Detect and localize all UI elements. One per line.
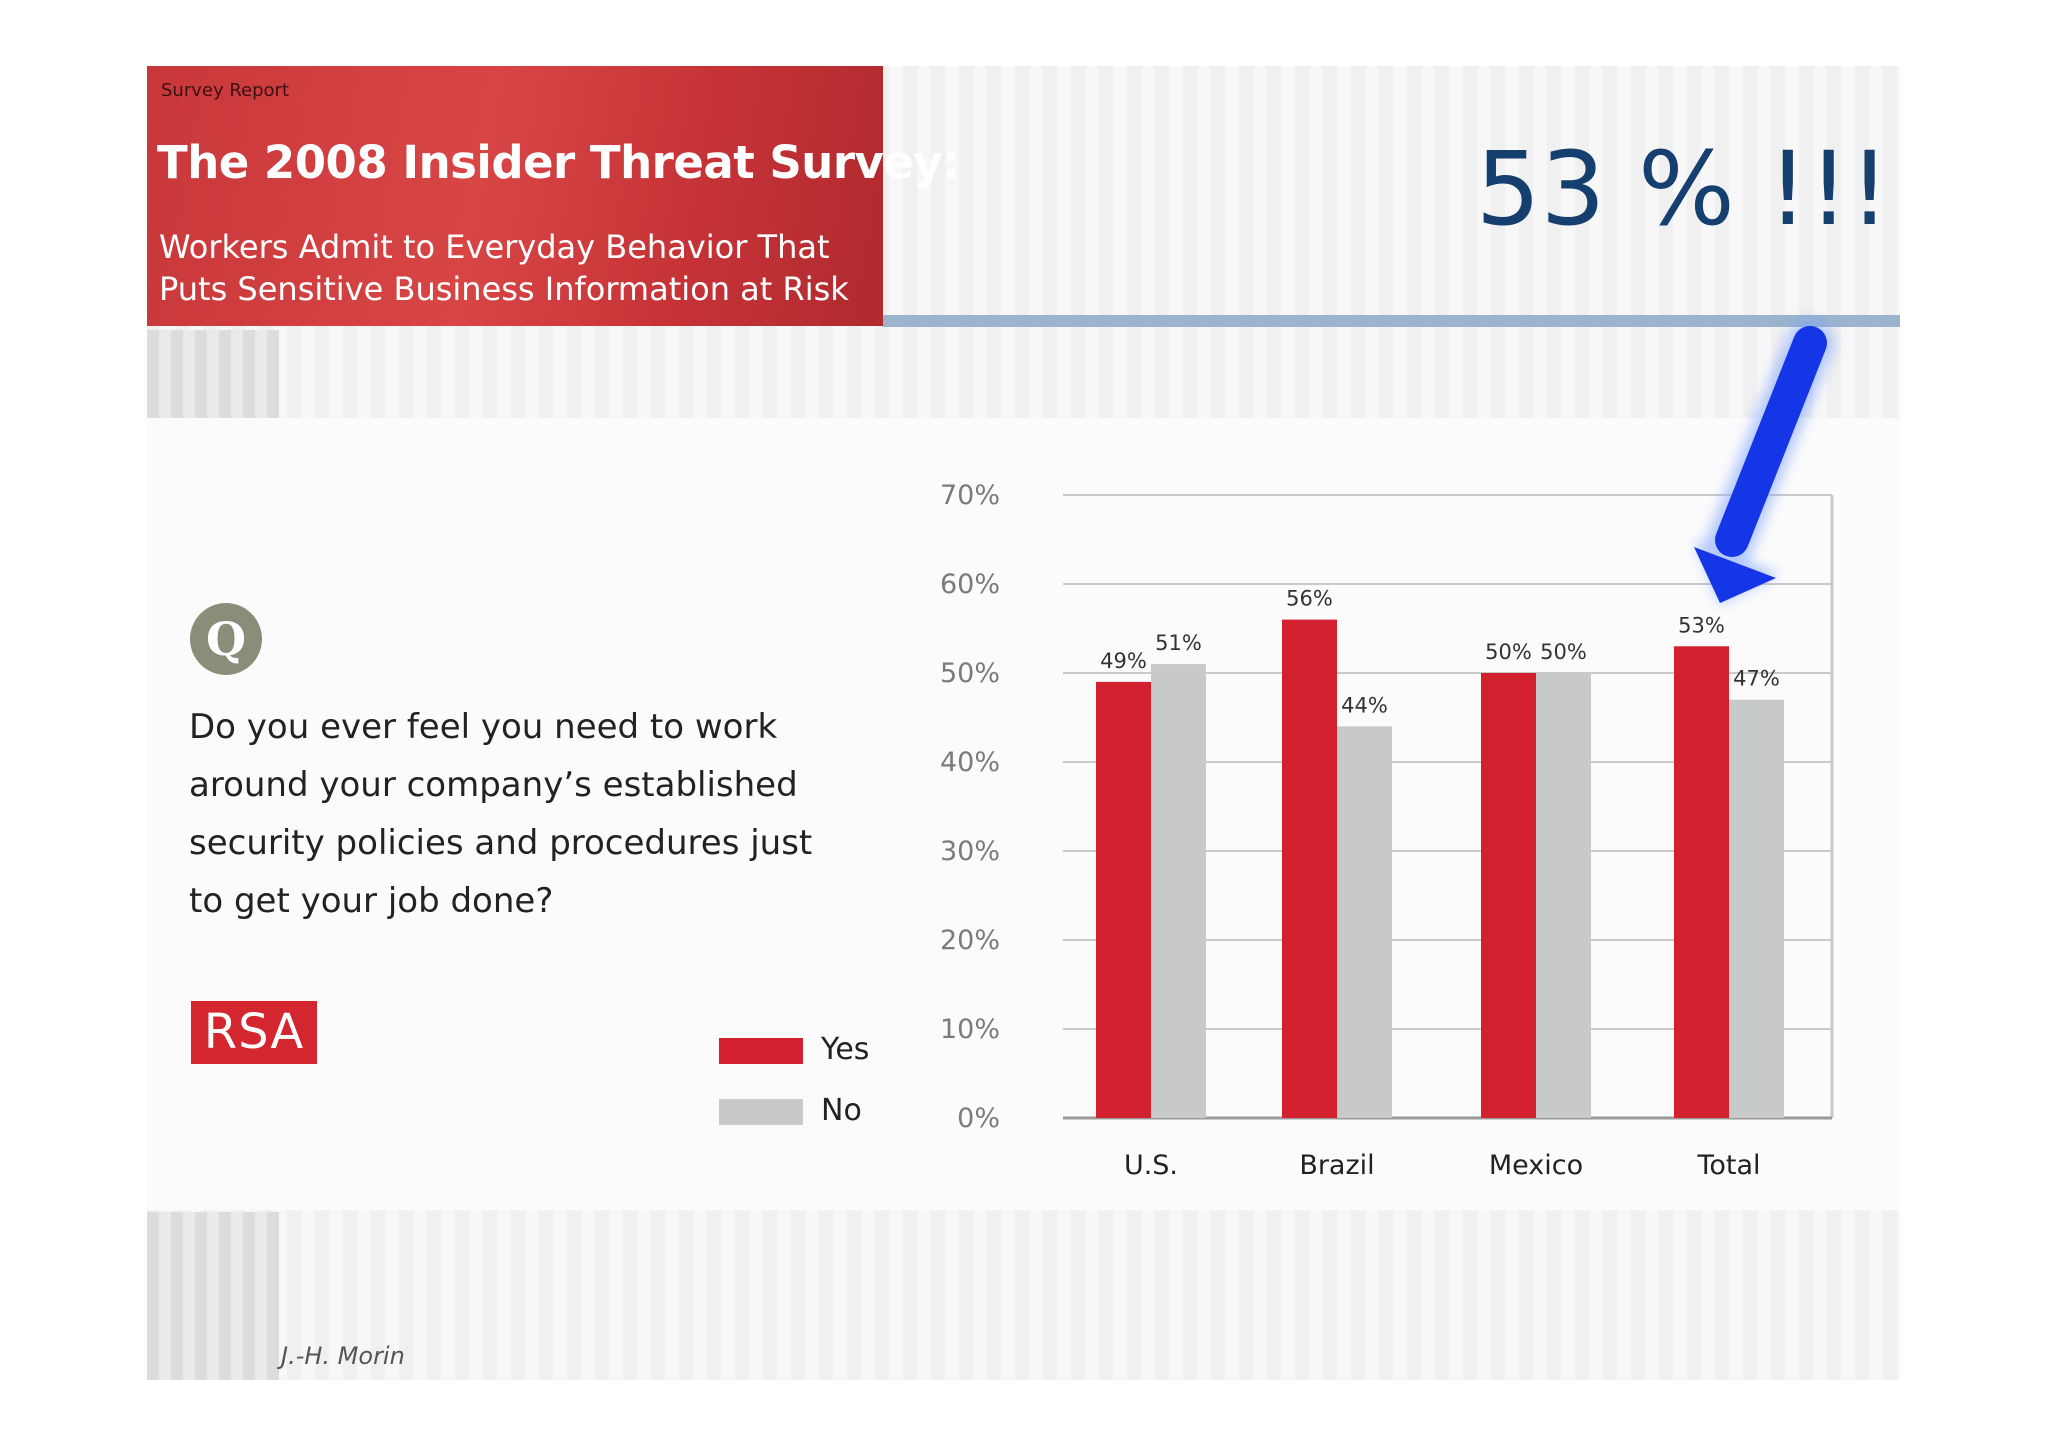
legend-swatch-no (719, 1099, 803, 1125)
data-label: 49% (1100, 649, 1147, 673)
survey-subtitle-line1: Workers Admit to Everyday Behavior That (159, 228, 830, 266)
bar-yes-us (1096, 681, 1151, 1118)
survey-subtitle-line2: Puts Sensitive Business Information at R… (159, 270, 849, 308)
legend-label-yes: Yes (821, 1032, 870, 1067)
y-tick-label: 40% (940, 747, 1000, 778)
question-badge-icon: Q (190, 603, 262, 675)
data-label: 50% (1485, 640, 1532, 664)
y-tick-label: 70% (940, 480, 1000, 511)
legend-swatch-yes (719, 1038, 803, 1064)
x-tick-label: U.S. (1124, 1150, 1178, 1181)
data-label: 44% (1341, 693, 1388, 717)
y-tick-label: 60% (940, 569, 1000, 600)
bar-yes-brazil (1282, 619, 1337, 1118)
bar-no-us (1151, 664, 1206, 1118)
y-tick-label: 30% (940, 836, 1000, 867)
stripe-band-bottom (147, 1212, 279, 1380)
rsa-logo: RSA (191, 1001, 317, 1064)
arrow-head (1694, 547, 1776, 603)
y-tick-label: 20% (940, 925, 1000, 956)
bar-no-total (1729, 699, 1784, 1118)
bar-yes-mexico (1481, 673, 1536, 1118)
survey-header-banner: Survey Report The 2008 Insider Threat Su… (147, 66, 960, 326)
x-tick-label: Mexico (1489, 1150, 1583, 1181)
data-label: 53% (1678, 613, 1725, 637)
author-credit: J.-H. Morin (281, 1342, 405, 1370)
stripe-band-top (147, 330, 279, 418)
survey-subtitle: Workers Admit to Everyday Behavior That … (159, 226, 849, 310)
bar-no-brazil (1337, 726, 1392, 1118)
data-label: 47% (1733, 667, 1780, 691)
y-tick-label: 10% (940, 1014, 1000, 1045)
y-tick-label: 50% (940, 658, 1000, 689)
legend-label-no: No (821, 1093, 862, 1128)
header-divider (883, 315, 1900, 327)
arrow-shaft (1715, 326, 1827, 557)
data-label: 56% (1286, 587, 1333, 611)
question-text: Do you ever feel you need to work around… (189, 707, 813, 921)
x-tick-label: Total (1696, 1150, 1760, 1181)
survey-title: The 2008 Insider Threat Survey: (157, 136, 960, 189)
bar-yes-total (1674, 646, 1729, 1118)
x-tick-label: Brazil (1299, 1150, 1374, 1181)
data-label: 51% (1155, 631, 1202, 655)
survey-report-tag: Survey Report (161, 80, 290, 101)
content-panel (147, 418, 1900, 1210)
headline-percentage: 53 % !!! (1475, 130, 1890, 249)
y-tick-label: 0% (957, 1103, 1000, 1134)
data-label: 50% (1540, 640, 1587, 664)
bar-no-mexico (1536, 673, 1591, 1118)
slide-background (147, 66, 1900, 1380)
